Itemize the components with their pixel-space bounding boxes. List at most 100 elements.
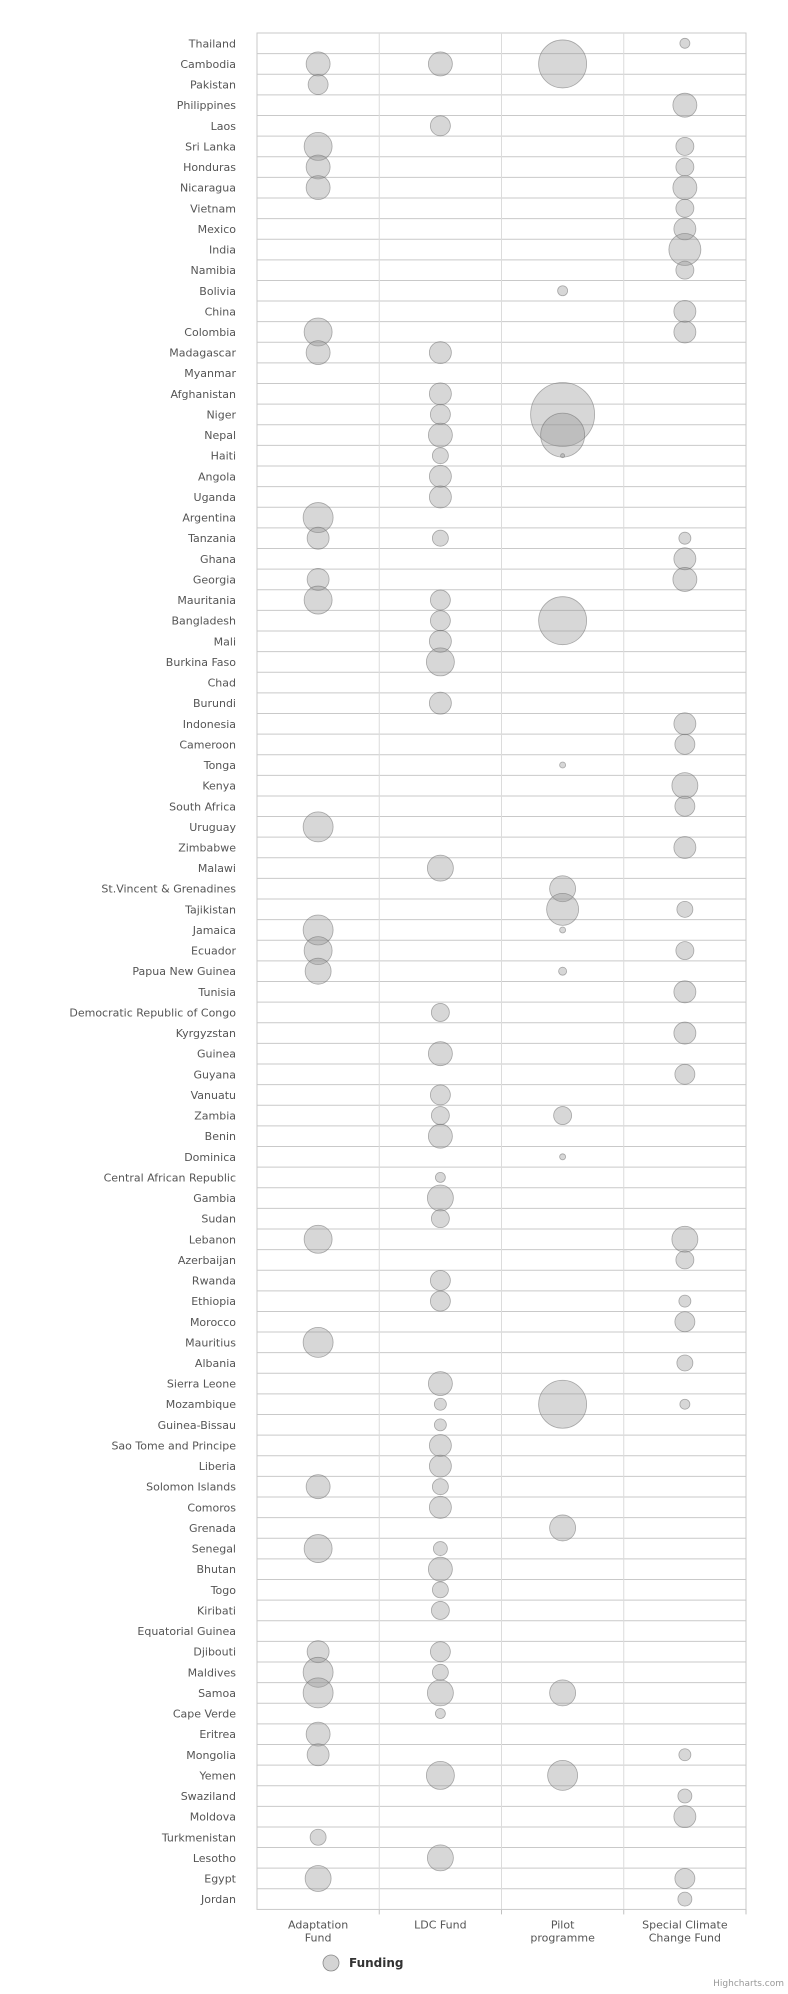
bubble-point[interactable] [672, 567, 698, 592]
bubble-point[interactable] [303, 132, 333, 161]
bubble-point[interactable] [306, 1743, 330, 1767]
bubble-point[interactable] [429, 1641, 451, 1663]
bubble-point[interactable] [429, 115, 451, 137]
bubble-point[interactable] [672, 175, 698, 201]
bubble-point[interactable] [431, 447, 449, 465]
bubble-point[interactable] [428, 629, 452, 653]
bubble-point[interactable] [434, 1172, 446, 1183]
bubble-point[interactable] [426, 854, 454, 882]
bubble-point[interactable] [428, 341, 452, 365]
bubble-point[interactable] [304, 1865, 332, 1892]
bubble-point[interactable] [433, 1397, 447, 1411]
bubble-point[interactable] [549, 1679, 577, 1707]
bubble-point[interactable] [673, 1805, 697, 1829]
bubble-point[interactable] [303, 317, 333, 347]
bubble-point[interactable] [433, 1418, 447, 1432]
bubble-point[interactable] [307, 74, 329, 95]
bubble-point[interactable] [674, 795, 696, 817]
bubble-point[interactable] [427, 51, 453, 77]
bubble-point[interactable] [559, 761, 567, 769]
bubble-point[interactable] [675, 137, 695, 156]
bubble-point[interactable] [428, 1434, 452, 1457]
bubble-point[interactable] [549, 875, 577, 903]
bubble-point[interactable] [431, 1581, 449, 1599]
bubble-point[interactable] [302, 914, 334, 946]
bubble-point[interactable] [306, 526, 330, 550]
bubble-point[interactable] [674, 1311, 696, 1333]
bubble-point[interactable] [538, 39, 588, 89]
bubble-point[interactable] [429, 404, 451, 425]
bubble-point[interactable] [303, 585, 333, 615]
legend-label[interactable]: Funding [349, 1956, 404, 1970]
bubble-point[interactable] [673, 547, 697, 571]
bubble-point[interactable] [303, 1534, 333, 1563]
bubble-point[interactable] [429, 1290, 451, 1312]
bubble-point[interactable] [432, 1541, 448, 1556]
bubble-point[interactable] [427, 1123, 453, 1149]
bubble-point[interactable] [671, 1225, 699, 1253]
bubble-point[interactable] [676, 1354, 694, 1372]
bubble-point[interactable] [549, 1514, 577, 1542]
bubble-point[interactable] [306, 1640, 330, 1664]
bubble-point[interactable] [305, 1721, 331, 1747]
bubble-point[interactable] [428, 382, 452, 406]
bubble-point[interactable] [559, 1153, 567, 1161]
bubble-point[interactable] [431, 529, 449, 547]
bubble-point[interactable] [675, 941, 695, 960]
bubble-point[interactable] [553, 1106, 573, 1125]
bubble-point[interactable] [540, 412, 586, 458]
bubble-point[interactable] [679, 37, 691, 49]
bubble-point[interactable] [675, 198, 695, 218]
bubble-point[interactable] [305, 1474, 331, 1500]
bubble-point[interactable] [538, 596, 588, 646]
legend-marker[interactable] [322, 1954, 340, 1972]
bubble-point[interactable] [303, 936, 333, 965]
bubble-point[interactable] [674, 733, 696, 755]
bubble-point[interactable] [538, 1379, 588, 1429]
bubble-point[interactable] [431, 1478, 449, 1496]
bubble-point[interactable] [430, 1209, 450, 1229]
bubble-point[interactable] [302, 1326, 334, 1358]
bubble-point[interactable] [302, 811, 334, 843]
bubble-point[interactable] [674, 1868, 696, 1889]
bubble-point[interactable] [428, 691, 452, 715]
bubble-point[interactable] [431, 1663, 449, 1681]
bubble-point[interactable] [673, 1021, 697, 1045]
bubble-point[interactable] [677, 1891, 693, 1907]
bubble-point[interactable] [675, 1250, 695, 1270]
bubble-point[interactable] [427, 1371, 453, 1397]
bubble-point[interactable] [557, 285, 569, 297]
bubble-point[interactable] [428, 1495, 452, 1519]
bubble-point[interactable] [671, 772, 699, 800]
bubble-point[interactable] [560, 453, 566, 459]
bubble-point[interactable] [426, 1184, 454, 1212]
bubble-point[interactable] [426, 1679, 454, 1707]
bubble-point[interactable] [302, 502, 334, 533]
bubble-point[interactable] [672, 92, 698, 118]
bubble-point[interactable] [426, 1844, 454, 1872]
bubble-point[interactable] [430, 1003, 450, 1022]
bubble-point[interactable] [673, 980, 697, 1004]
bubble-point[interactable] [429, 1084, 451, 1106]
bubble-point[interactable] [668, 233, 702, 266]
bubble-point[interactable] [429, 1270, 451, 1291]
bubble-point[interactable] [673, 712, 697, 736]
bubble-point[interactable] [678, 531, 692, 545]
bubble-point[interactable] [674, 1063, 696, 1085]
bubble-point[interactable] [679, 1398, 691, 1410]
bubble-point[interactable] [676, 900, 694, 918]
bubble-point[interactable] [558, 966, 568, 976]
bubble-point[interactable] [305, 51, 331, 77]
bubble-point[interactable] [306, 568, 330, 591]
bubble-point[interactable] [673, 836, 697, 859]
bubble-point[interactable] [430, 1601, 450, 1620]
bubble-point[interactable] [303, 1224, 333, 1254]
bubble-point[interactable] [547, 1759, 579, 1791]
bubble-point[interactable] [304, 957, 332, 985]
bubble-point[interactable] [430, 1106, 450, 1125]
credit-link[interactable]: Highcharts.com [713, 1979, 784, 1989]
bubble-point[interactable] [425, 1760, 455, 1790]
bubble-point[interactable] [673, 320, 697, 344]
bubble-point[interactable] [428, 1454, 452, 1478]
bubble-point[interactable] [425, 647, 455, 677]
